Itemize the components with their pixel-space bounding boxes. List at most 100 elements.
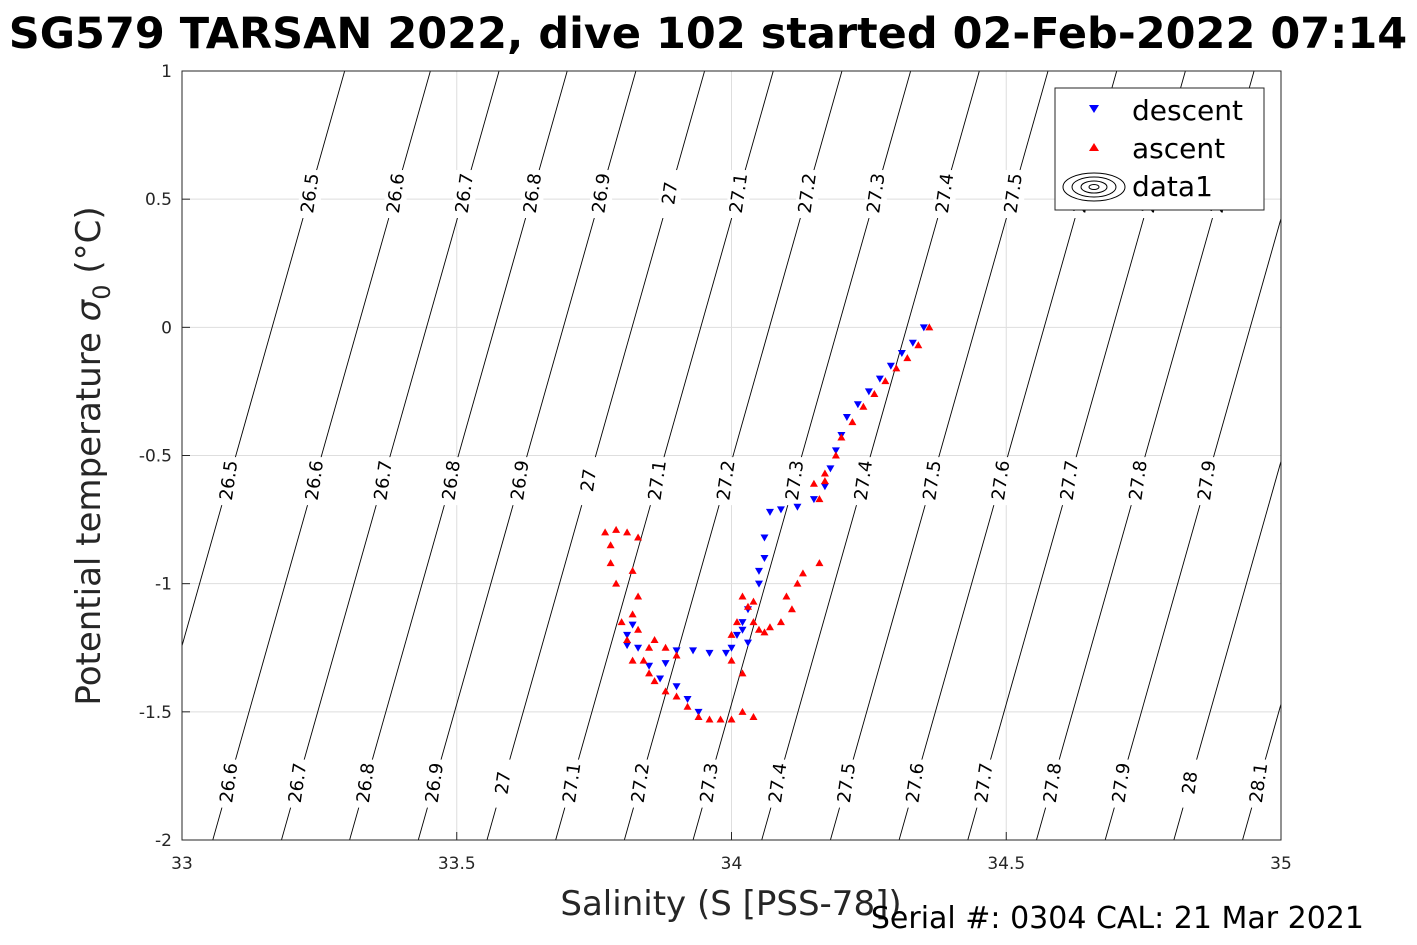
isopycnal-label-bg — [989, 457, 1012, 506]
ascent-point — [754, 625, 763, 633]
isopycnal-label-bg — [298, 170, 321, 219]
isopycnal-label: 27 — [577, 468, 601, 494]
ascent-point — [782, 592, 791, 600]
descent-point — [875, 375, 884, 383]
ascent-point — [787, 605, 796, 613]
descent-point — [919, 324, 928, 332]
isopycnal-label-bg — [286, 759, 309, 808]
isopycnal-label-bg — [835, 759, 858, 808]
ascent-point — [749, 618, 758, 626]
isopycnal-label-bg — [372, 457, 395, 506]
x-tick-label: 33 — [171, 854, 193, 874]
descent-point — [689, 647, 698, 655]
isopycnal-label-bg — [920, 457, 943, 506]
ascent-point — [765, 623, 774, 631]
isopycnal-labels: 26.526.526.626.626.626.726.726.726.826.8… — [216, 170, 1272, 808]
descent-point — [727, 644, 736, 652]
legend: descent ascent data1 — [1054, 87, 1265, 211]
y-tick-label: 1 — [161, 62, 172, 82]
ascent-point — [776, 618, 785, 626]
legend-box — [1054, 87, 1265, 211]
isopycnal-label-bg — [1058, 457, 1081, 506]
ascent-point — [628, 656, 637, 664]
data-points — [601, 323, 934, 723]
y-axis-label-sigma: σ — [69, 298, 109, 321]
legend-ascent-marker — [1089, 143, 1099, 151]
x-axis-label: Salinity (S [PSS-78]) — [560, 884, 901, 924]
descent-point — [793, 503, 802, 511]
ascent-point — [760, 628, 769, 636]
ascent-point — [815, 495, 824, 503]
ascent-point — [634, 625, 643, 633]
ascent-point — [606, 559, 615, 567]
ascent-point — [606, 541, 615, 549]
ascent-point — [716, 715, 725, 723]
x-tick-label: 34.5 — [987, 854, 1025, 874]
ascent-point — [672, 651, 681, 659]
descent-point — [732, 631, 741, 639]
isopycnal-label-bg — [1195, 457, 1218, 506]
isopycnal-label-bg — [1127, 457, 1150, 506]
y-tick-label: -2 — [155, 831, 172, 851]
descent-point — [722, 649, 731, 657]
ascent-point — [661, 643, 670, 651]
ascent-point — [892, 364, 901, 372]
chart-title: SG579 TARSAN 2022, dive 102 started 02-F… — [9, 9, 1407, 59]
descent-point — [760, 534, 769, 542]
descent-point — [831, 447, 840, 455]
isopycnal-line — [1104, 216, 1281, 840]
ascent-point — [738, 669, 747, 677]
ascent-point — [650, 636, 659, 644]
descent-point — [908, 339, 917, 347]
ascent-point — [623, 636, 632, 644]
ascent-point — [617, 618, 626, 626]
descent-point — [820, 483, 829, 491]
descent-point — [661, 660, 670, 668]
legend-descent-label: descent — [1132, 94, 1243, 127]
isopycnal-label-bg — [1110, 759, 1133, 808]
descent-point — [886, 362, 895, 370]
ascent-point — [732, 618, 741, 626]
ascent-point — [672, 692, 681, 700]
isopycnal-label-bg — [852, 457, 875, 506]
ascent-point — [815, 559, 824, 567]
ascent-point — [738, 707, 747, 715]
isopycnal-label-bg — [423, 759, 446, 808]
ascent-point — [612, 579, 621, 587]
descent-point — [672, 683, 681, 691]
y-axis-label-unit: (°C) — [69, 206, 109, 284]
ascent-point — [705, 715, 714, 723]
y-tick-label: 0.5 — [145, 190, 172, 210]
isopycnal-label-bg — [590, 170, 613, 219]
descent-point — [628, 621, 637, 629]
isopycnal-line — [1242, 702, 1281, 840]
descent-point — [809, 496, 818, 504]
ascent-point — [634, 533, 643, 541]
isopycnal-label-bg — [1002, 170, 1025, 219]
descent-point — [672, 647, 681, 655]
isopycnal-label-bg — [646, 457, 669, 506]
isopycnal-label-bg — [303, 457, 326, 506]
descent-point — [853, 401, 862, 409]
ascent-point — [628, 566, 637, 574]
x-tick-label: 35 — [1270, 854, 1292, 874]
ascent-point — [848, 418, 857, 426]
isopycnal-label-bg — [796, 170, 819, 219]
isopycnal-label-bg — [783, 457, 806, 506]
descent-point — [760, 555, 769, 563]
isopycnal-label-bg — [727, 170, 750, 219]
isopycnal-line — [1173, 459, 1281, 840]
isopycnal-label-bg — [658, 170, 681, 219]
descent-point — [897, 349, 906, 357]
descent-point — [738, 626, 747, 634]
ascent-point — [749, 712, 758, 720]
isopycnal-label-bg — [1041, 759, 1064, 808]
ascent-point — [743, 602, 752, 610]
descent-point — [765, 508, 774, 516]
descent-point — [645, 662, 654, 670]
descent-point — [634, 644, 643, 652]
descent-point — [754, 567, 763, 575]
ascent-point — [793, 579, 802, 587]
descent-point — [738, 619, 747, 627]
